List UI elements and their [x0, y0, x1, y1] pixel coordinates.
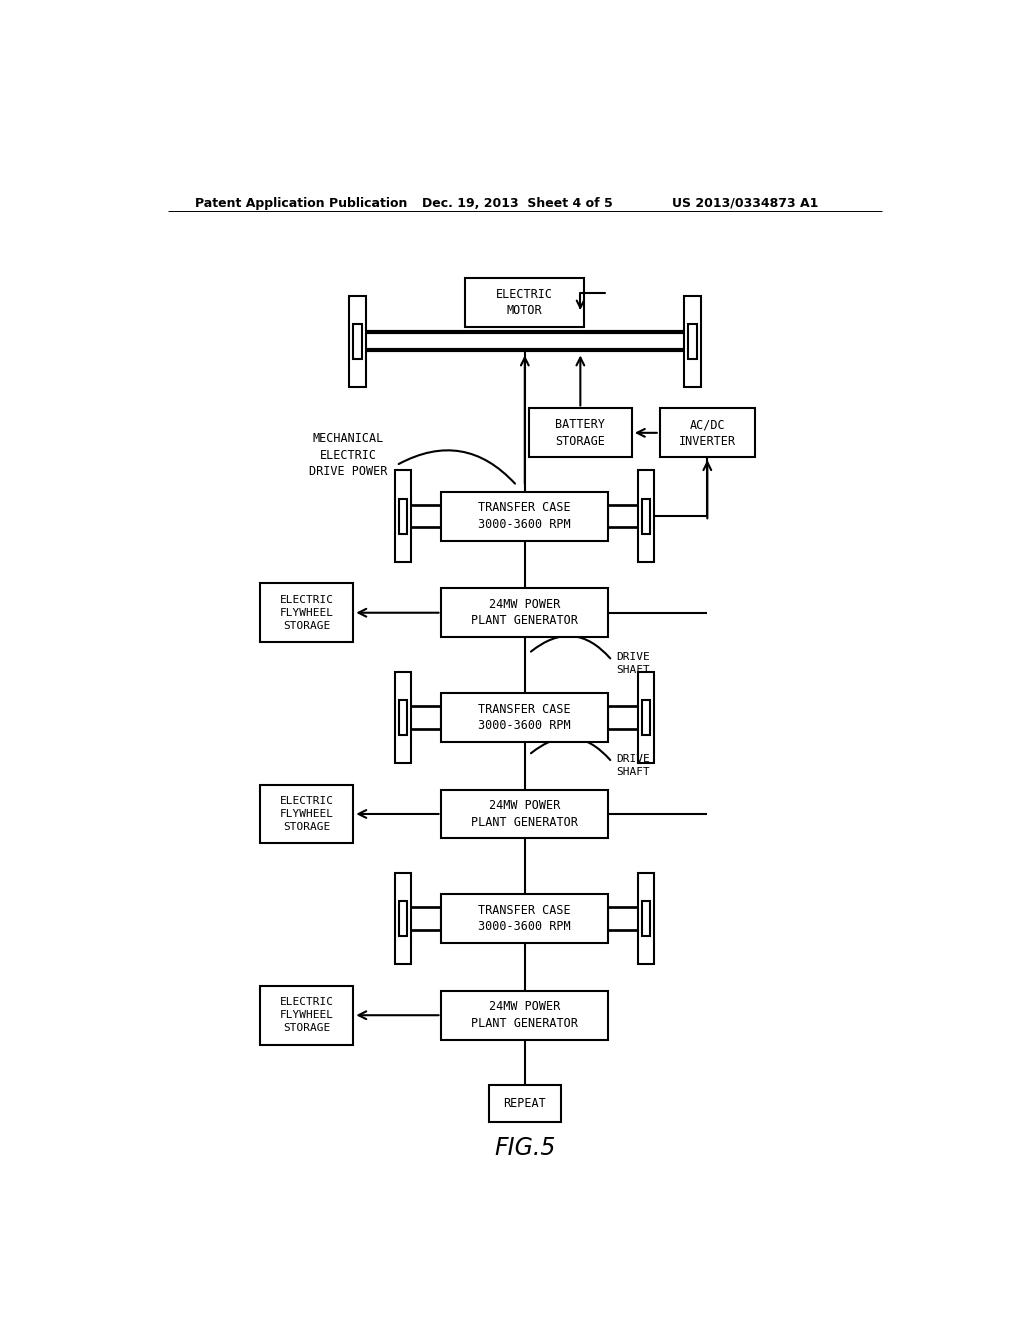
Text: 24MW POWER
PLANT GENERATOR: 24MW POWER PLANT GENERATOR [471, 799, 579, 829]
Text: REPEAT: REPEAT [504, 1097, 546, 1110]
Text: TRANSFER CASE
3000-3600 RPM: TRANSFER CASE 3000-3600 RPM [478, 904, 571, 933]
Bar [395, 470, 412, 562]
Text: US 2013/0334873 A1: US 2013/0334873 A1 [672, 197, 818, 210]
Bar [395, 672, 412, 763]
Bar [441, 693, 608, 742]
Bar [688, 323, 696, 359]
Text: 24MW POWER
PLANT GENERATOR: 24MW POWER PLANT GENERATOR [471, 1001, 579, 1030]
Text: TRANSFER CASE
3000-3600 RPM: TRANSFER CASE 3000-3600 RPM [478, 502, 571, 531]
Bar [399, 700, 408, 735]
Text: Patent Application Publication: Patent Application Publication [196, 197, 408, 210]
Bar [399, 499, 408, 533]
Text: AC/DC
INVERTER: AC/DC INVERTER [679, 418, 736, 447]
Bar [441, 492, 608, 541]
Text: TRANSFER CASE
3000-3600 RPM: TRANSFER CASE 3000-3600 RPM [478, 702, 571, 733]
Text: MECHANICAL
ELECTRIC
DRIVE POWER: MECHANICAL ELECTRIC DRIVE POWER [309, 432, 388, 478]
Text: DRIVE
SHAFT: DRIVE SHAFT [616, 754, 650, 776]
Text: Dec. 19, 2013  Sheet 4 of 5: Dec. 19, 2013 Sheet 4 of 5 [422, 197, 612, 210]
Text: ELECTRIC
FLYWHEEL
STORAGE: ELECTRIC FLYWHEEL STORAGE [280, 595, 334, 631]
Bar [684, 296, 701, 387]
Bar [348, 296, 367, 387]
Bar [353, 323, 361, 359]
Bar [260, 583, 353, 643]
Bar [489, 1085, 560, 1122]
Text: FIG.5: FIG.5 [495, 1137, 555, 1160]
Bar [399, 902, 408, 936]
Bar [465, 279, 585, 327]
Bar [260, 986, 353, 1044]
Bar [395, 873, 412, 965]
Bar [260, 784, 353, 843]
Text: ELECTRIC
MOTOR: ELECTRIC MOTOR [497, 288, 553, 318]
Text: 24MW POWER
PLANT GENERATOR: 24MW POWER PLANT GENERATOR [471, 598, 579, 627]
Bar [659, 408, 755, 457]
Text: BATTERY
STORAGE: BATTERY STORAGE [555, 418, 605, 447]
Bar [441, 589, 608, 638]
Bar [638, 672, 654, 763]
Bar [642, 902, 650, 936]
Bar [638, 470, 654, 562]
Text: ELECTRIC
FLYWHEEL
STORAGE: ELECTRIC FLYWHEEL STORAGE [280, 796, 334, 832]
Bar [638, 873, 654, 965]
Bar [441, 789, 608, 838]
Bar [642, 499, 650, 533]
Bar [441, 991, 608, 1040]
Text: ELECTRIC
FLYWHEEL
STORAGE: ELECTRIC FLYWHEEL STORAGE [280, 998, 334, 1034]
Bar [528, 408, 632, 457]
Bar [642, 700, 650, 735]
Bar [441, 894, 608, 942]
Text: DRIVE
SHAFT: DRIVE SHAFT [616, 652, 650, 675]
